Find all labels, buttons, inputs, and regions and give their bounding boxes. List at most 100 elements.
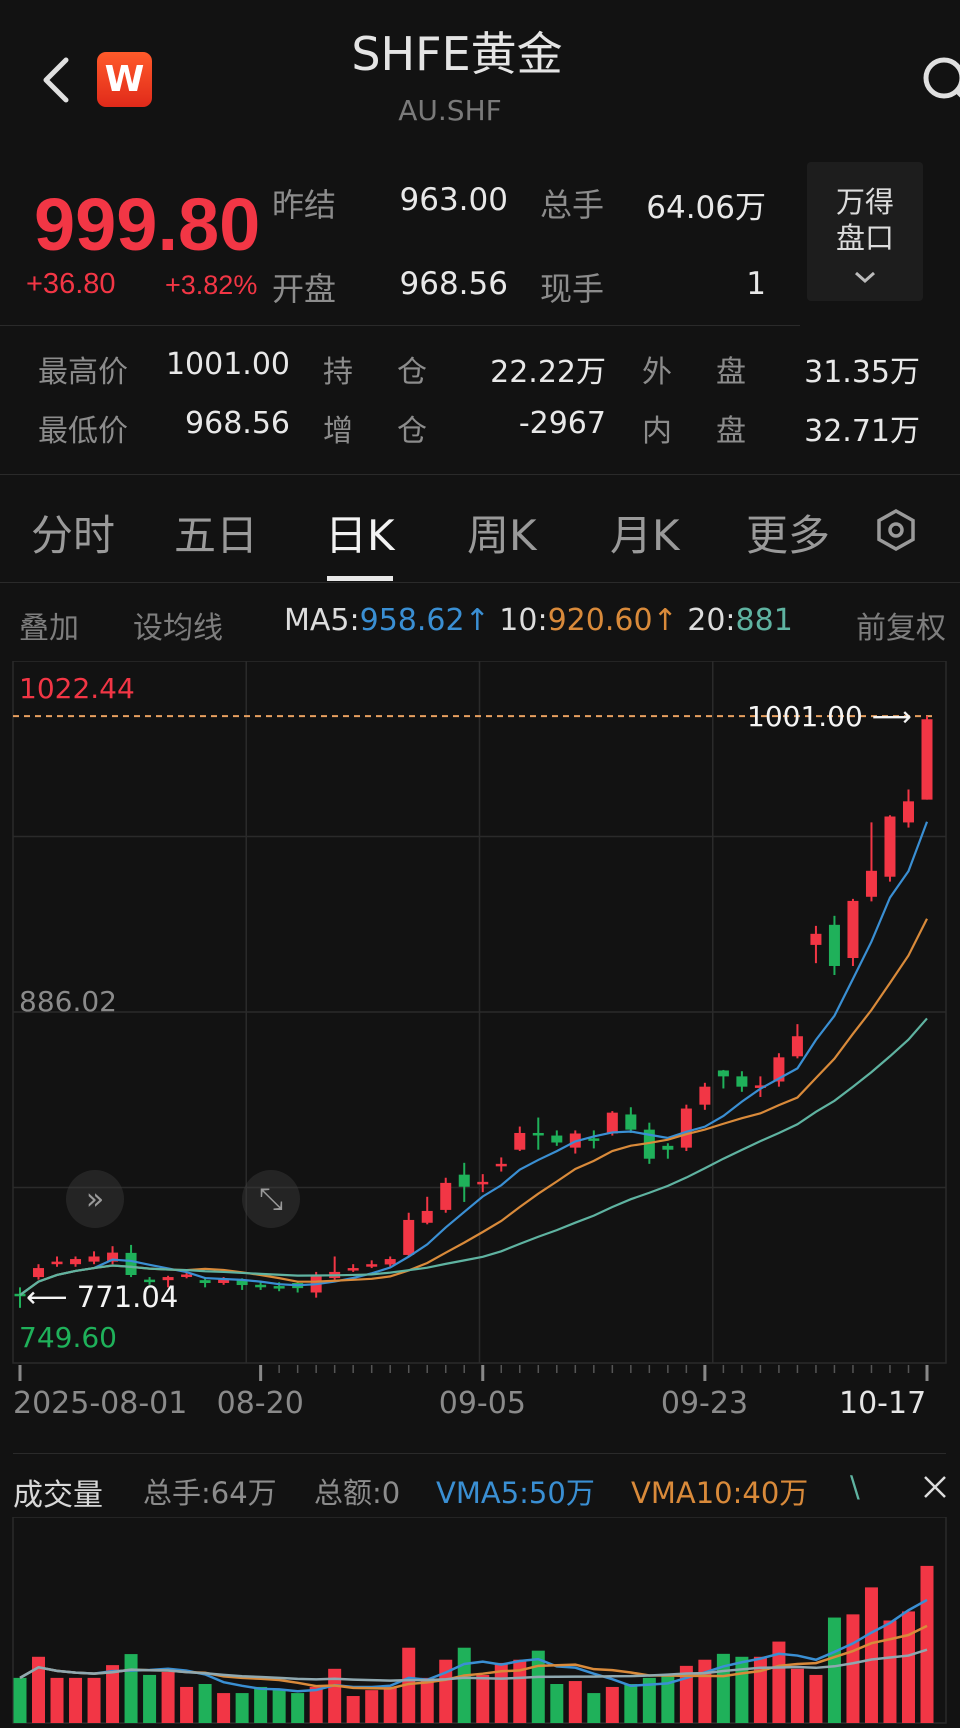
high-price-value: 1001.00	[747, 700, 863, 733]
volume-bar	[124, 1654, 138, 1723]
high-price-marker: 1001.00 ⟶	[747, 700, 912, 733]
ma5-value: 958.62	[359, 603, 465, 638]
candle-body	[662, 1145, 674, 1150]
candle-body	[421, 1210, 433, 1223]
candle	[162, 1275, 174, 1288]
volume-chart[interactable]	[0, 1517, 960, 1728]
candle-body	[773, 1057, 785, 1082]
candle-body	[125, 1252, 137, 1276]
search-button[interactable]	[914, 52, 960, 108]
total-volume-value: 64.06万	[646, 190, 766, 226]
volume-bar	[13, 1677, 27, 1723]
price-change: +36.80	[26, 268, 116, 300]
volume-bar	[864, 1587, 878, 1723]
candle	[865, 822, 877, 902]
chart-settings-button[interactable]	[874, 508, 918, 552]
stat-value-1: 968.56	[185, 406, 290, 441]
stat-label-2a: 增	[323, 414, 353, 449]
volume-bar	[735, 1656, 749, 1723]
tab-intraday[interactable]: 分时	[31, 511, 116, 560]
tab-monthly-k[interactable]: 月K	[610, 511, 680, 560]
stat-value-1: 1001.00	[165, 347, 290, 382]
volume-bar	[180, 1686, 194, 1723]
vma10-label: VMA10:40万	[631, 1476, 809, 1510]
candle-body	[625, 1114, 637, 1130]
ma20-line	[19, 1017, 928, 1296]
stat-value-3: 32.71万	[804, 414, 920, 449]
candle-body	[107, 1252, 119, 1262]
volume-bar	[217, 1693, 231, 1723]
candle-body	[458, 1174, 470, 1187]
stat-value-3: 31.35万	[804, 355, 920, 390]
volume-bar	[790, 1668, 804, 1723]
current-hand-value: 1	[746, 266, 766, 302]
chevron-down-icon	[855, 271, 875, 284]
low-price-marker: ⟵ 771.04	[26, 1280, 178, 1314]
volume-bar	[605, 1686, 619, 1723]
fullscreen-button[interactable]: ⤡	[242, 1170, 300, 1228]
candle-body	[33, 1268, 45, 1278]
y-axis-mid-label: 886.02	[19, 985, 117, 1018]
prev-settle-label: 昨结	[272, 186, 337, 224]
tab-daily-k[interactable]: 日K	[325, 511, 395, 560]
expand-arrows-icon: ⤡	[259, 1181, 283, 1217]
x-axis-label: 09-05	[438, 1386, 526, 1421]
candle	[14, 1287, 26, 1308]
volume-bar	[383, 1686, 397, 1723]
y-axis-top-label: 1022.44	[19, 672, 135, 705]
candle-body	[551, 1135, 563, 1143]
ma10-label: 10:	[499, 603, 548, 638]
volume-bar	[402, 1647, 416, 1723]
candlestick-chart[interactable]	[0, 661, 960, 1401]
volume-bar	[457, 1647, 471, 1723]
volume-bar	[439, 1659, 453, 1723]
close-volume-button[interactable]	[920, 1472, 950, 1502]
candle	[144, 1277, 156, 1285]
page-title: SHFE黄金	[351, 27, 563, 81]
x-axis-label: 09-23	[660, 1386, 749, 1421]
candle-body	[791, 1036, 803, 1057]
order-book-line2: 盘口	[835, 221, 894, 255]
ma20-label: 20:	[687, 603, 736, 638]
candle-body	[366, 1264, 378, 1267]
candle	[754, 1076, 766, 1097]
order-book-line1: 万得	[835, 185, 894, 219]
logo-letter: W	[104, 59, 145, 100]
volume-bar	[143, 1674, 157, 1723]
ma10-line	[19, 918, 928, 1296]
volume-bar	[161, 1671, 175, 1723]
volume-bar	[32, 1656, 46, 1723]
candle	[366, 1260, 378, 1269]
candle-body	[921, 719, 933, 800]
candle	[88, 1251, 100, 1265]
vma5-line	[19, 1598, 928, 1693]
candle-body	[384, 1259, 396, 1265]
overlay-button[interactable]: 叠加	[19, 611, 79, 646]
candle	[588, 1130, 600, 1149]
collapse-panel-button[interactable]: »	[66, 1170, 124, 1228]
volume-bar	[661, 1674, 675, 1723]
vma20-label: \	[850, 1470, 860, 1504]
volume-bar	[753, 1656, 767, 1723]
stat-label-3b: 盘	[716, 355, 746, 390]
volume-bar	[624, 1684, 638, 1723]
current-hand-label: 现手	[540, 270, 605, 308]
tab-more[interactable]: 更多	[746, 511, 831, 560]
volume-bar	[642, 1677, 656, 1723]
adjust-mode-button[interactable]: 前复权	[856, 611, 946, 646]
candle	[255, 1282, 267, 1290]
stat-label-3a: 内	[642, 414, 672, 449]
vma5-label: VMA5:50万	[436, 1476, 595, 1510]
tab-weekly-k[interactable]: 周K	[467, 511, 537, 560]
back-button[interactable]	[36, 52, 80, 108]
volume-bar	[587, 1693, 601, 1723]
set-ma-button[interactable]: 设均线	[133, 611, 223, 646]
chevron-left-icon	[43, 57, 69, 103]
low-price-value: 771.04	[76, 1280, 179, 1314]
hexagon-settings-icon	[877, 508, 915, 552]
order-book-button[interactable]: 万得 盘口	[807, 162, 923, 301]
tab-five-day[interactable]: 五日	[174, 511, 259, 560]
divider	[0, 325, 800, 326]
ma5-label: MA5:	[284, 603, 360, 638]
volume-bar	[87, 1677, 101, 1723]
